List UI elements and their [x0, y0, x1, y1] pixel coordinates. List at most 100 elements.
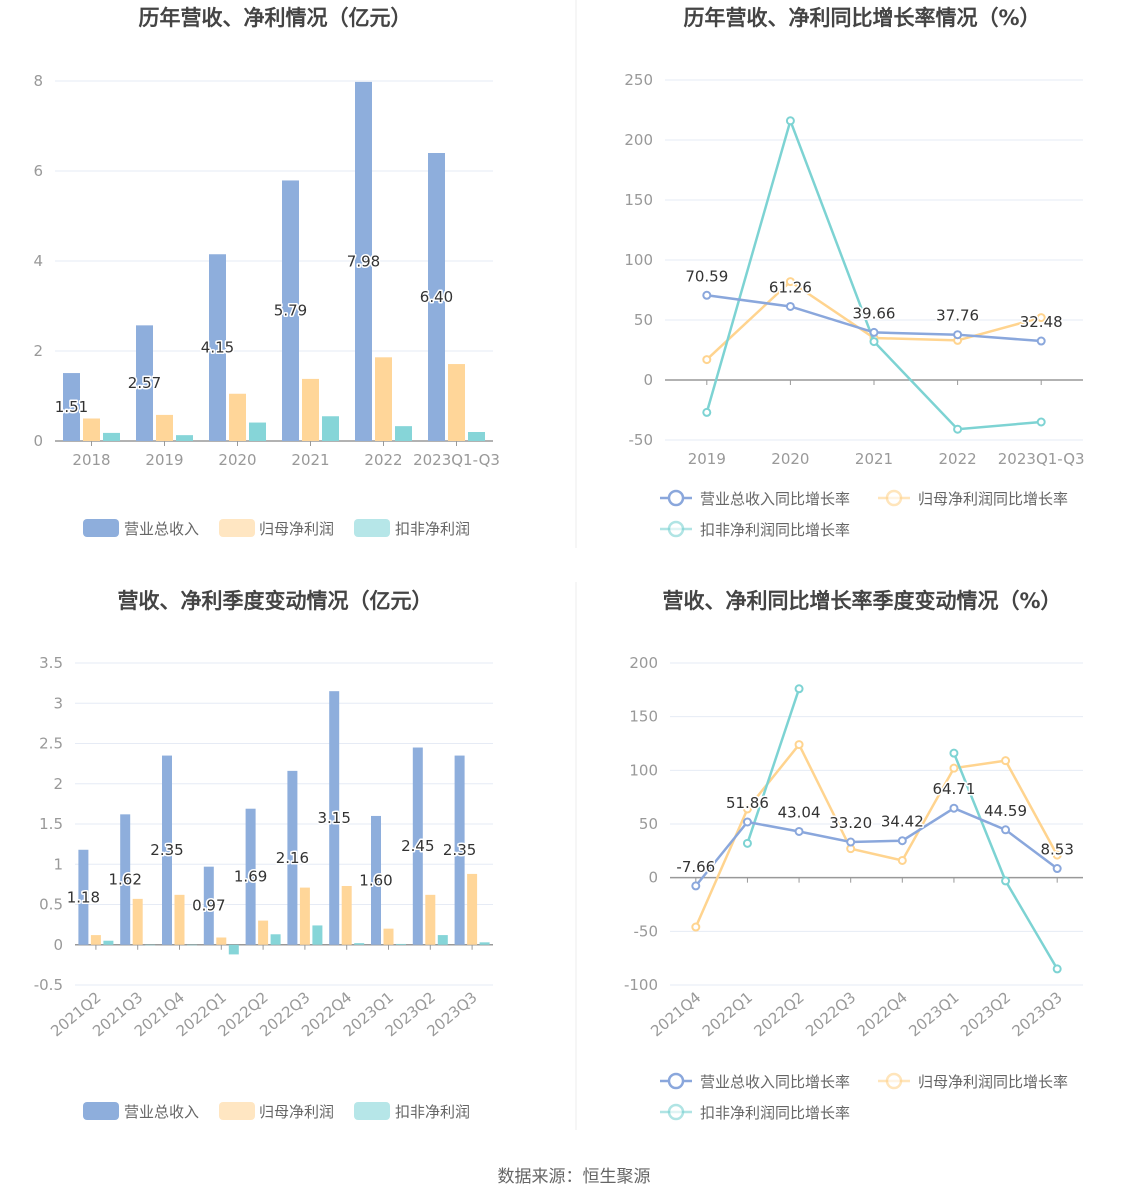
- legend-label: 归母净利润: [259, 520, 334, 538]
- y-tick-label: 4: [33, 252, 43, 270]
- y-tick-label: 0: [648, 869, 658, 887]
- bar-扣非净利润: [103, 432, 120, 441]
- bar-营业总收入: [454, 755, 465, 945]
- point-扣非净利润同比增长率: [742, 838, 752, 848]
- legend-label: 扣非净利润同比增长率: [700, 1104, 850, 1122]
- legend-marker-icon: [667, 520, 685, 538]
- legend-item[interactable]: 归母净利润: [219, 519, 334, 538]
- y-tick-label: 0.5: [39, 896, 63, 914]
- bar-扣非净利润: [228, 944, 239, 955]
- point-归母净利润同比增长率: [794, 740, 804, 750]
- point-营业总收入同比增长率: [785, 301, 795, 311]
- x-tick-label: 2020: [771, 450, 809, 468]
- legend-item[interactable]: 营业总收入同比增长率: [660, 489, 850, 508]
- point-营业总收入同比增长率: [846, 837, 856, 847]
- legend-label: 归母净利润: [259, 1103, 334, 1121]
- y-tick-label: -50: [634, 922, 659, 940]
- bar-营业总收入: [428, 153, 445, 441]
- bar-归母净利润: [174, 894, 185, 945]
- legend-swatch-icon: [354, 519, 390, 537]
- y-tick-label: 250: [624, 71, 653, 89]
- data-label: 37.76: [936, 307, 979, 325]
- bar-归母净利润: [216, 937, 227, 945]
- x-tick-label: 2020: [218, 451, 256, 469]
- legend-marker-icon: [667, 1103, 685, 1121]
- legend-item[interactable]: 归母净利润: [219, 1102, 334, 1121]
- chart-title-quarterly-revenue-profit: 营收、净利季度变动情况（亿元）: [118, 589, 433, 613]
- data-label: 51.86: [726, 794, 769, 812]
- x-tick-label: 2021: [855, 450, 893, 468]
- point-营业总收入同比增长率: [949, 803, 959, 813]
- x-tick-label: 2022: [364, 451, 402, 469]
- bar-营业总收入: [287, 770, 298, 945]
- data-label: 70.59: [685, 267, 728, 285]
- point-营业总收入同比增长率: [869, 327, 879, 337]
- legend-marker-icon: [885, 489, 903, 507]
- legend-item[interactable]: 营业总收入: [83, 1102, 199, 1121]
- chart-title-quarterly-growth: 营收、净利同比增长率季度变动情况（%）: [662, 589, 1061, 613]
- bar-归母净利润: [83, 418, 100, 441]
- legend-item[interactable]: 扣非净利润同比增长率: [660, 1103, 850, 1122]
- bar-扣非净利润: [354, 943, 365, 945]
- y-tick-label: 0: [643, 371, 653, 389]
- legend-item[interactable]: 扣非净利润: [354, 1102, 470, 1121]
- data-label: 3.15: [317, 809, 350, 827]
- y-tick-label: 3: [53, 694, 63, 712]
- legend-item[interactable]: 扣非净利润同比增长率: [660, 520, 850, 539]
- bar-归母净利润: [258, 920, 269, 945]
- bar-扣非净利润: [479, 942, 490, 945]
- bar-营业总收入: [162, 755, 172, 945]
- data-label: 34.42: [881, 813, 924, 831]
- bar-归母净利润: [383, 928, 394, 945]
- bar-归母净利润: [299, 887, 310, 945]
- chart-annual-revenue-profit: 0 2 4 6 8 2018 2019 2020 2021 2022 2023Q1-Q3 1.51 2.…: [33, 72, 499, 538]
- y-tick-label: 50: [639, 815, 658, 833]
- bar-营业总收入: [120, 814, 131, 945]
- bar-归母净利润: [467, 873, 478, 945]
- bar-归母净利润: [425, 894, 436, 945]
- x-tick-label: 2021Q4: [647, 988, 704, 1040]
- point-营业总收入同比增长率: [1001, 825, 1011, 835]
- data-label: 43.04: [778, 803, 821, 821]
- chart-quarterly-revenue-profit: -0.500.511.522.533.52021Q22021Q32021Q420…: [34, 654, 493, 1121]
- bar-归母净利润: [156, 414, 173, 441]
- y-tick-label: 6: [33, 162, 43, 180]
- bar-归母净利润: [90, 935, 101, 945]
- data-label: 1.69: [234, 868, 267, 886]
- y-tick-label: 100: [624, 251, 653, 269]
- bar-扣非净利润: [103, 940, 114, 945]
- chart-quarterly-growth: -100-500501001502002021Q42022Q12022Q2202…: [624, 654, 1083, 1122]
- point-扣非净利润同比增长率: [794, 684, 804, 694]
- line-营业总收入同比增长率: [694, 806, 1058, 887]
- bar-营业总收入: [245, 808, 256, 945]
- legend-swatch-icon: [219, 1102, 255, 1120]
- point-扣非净利润同比增长率: [1036, 417, 1046, 427]
- point-归母净利润同比增长率: [897, 855, 907, 865]
- legend-label: 归母净利润同比增长率: [918, 490, 1068, 508]
- line-归母净利润同比增长率: [694, 742, 1059, 928]
- bar-扣非净利润: [312, 925, 323, 945]
- legend-swatch-icon: [83, 1102, 119, 1120]
- chart-title-annual-growth: 历年营收、净利同比增长率情况（%）: [683, 6, 1040, 30]
- bar-扣非净利润: [396, 943, 406, 945]
- data-label: 64.71: [932, 780, 975, 798]
- bar-扣非净利润: [395, 426, 412, 441]
- legend-item[interactable]: 归母净利润同比增长率: [878, 489, 1068, 508]
- point-营业总收入同比增长率: [953, 330, 963, 340]
- legend-label: 营业总收入同比增长率: [700, 490, 850, 508]
- line-扣非净利润同比增长率: [746, 688, 801, 844]
- bar-扣非净利润: [322, 416, 339, 441]
- legend-item[interactable]: 扣非净利润: [354, 519, 470, 538]
- data-label: 32.48: [1020, 313, 1063, 331]
- bar-扣非净利润: [249, 422, 266, 441]
- bar-营业总收入: [371, 815, 381, 945]
- legend-item[interactable]: 营业总收入: [83, 519, 199, 538]
- legend-item[interactable]: 归母净利润同比增长率: [878, 1072, 1068, 1091]
- legend-item[interactable]: 营业总收入同比增长率: [660, 1072, 850, 1091]
- bar-归母净利润: [448, 364, 465, 441]
- chart-title-annual-revenue-profit: 历年营收、净利情况（亿元）: [139, 6, 412, 30]
- data-label: 1.18: [67, 888, 100, 906]
- bar-营业总收入: [209, 254, 226, 441]
- legend-label: 营业总收入同比增长率: [700, 1073, 850, 1091]
